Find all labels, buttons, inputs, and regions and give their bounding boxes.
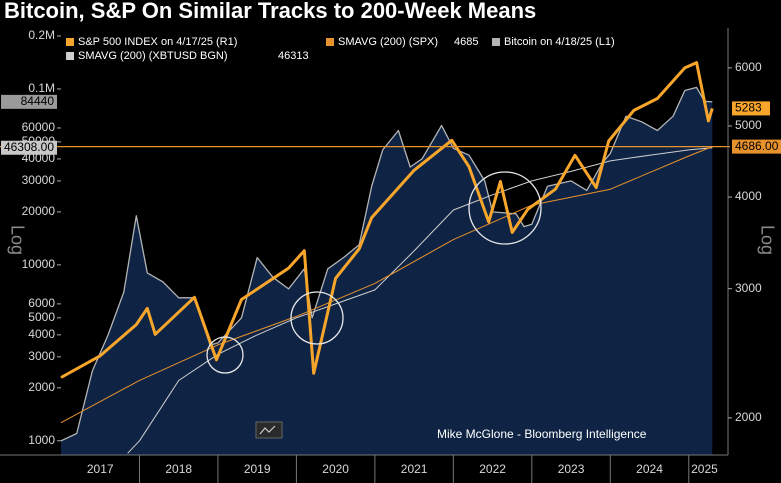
plot-area [60, 28, 728, 456]
y-tick-label: 10000 [22, 257, 56, 271]
highlight-circle [468, 171, 542, 245]
y-tick-label: 30000 [22, 173, 56, 187]
y2-tick-label: 3000 [735, 281, 762, 295]
x-tick-label: 2024 [636, 462, 663, 476]
value-label: 46308.00 [4, 140, 54, 154]
y-tick-label: 60000 [22, 120, 56, 134]
value-label: 84440 [21, 94, 55, 108]
y-tick-label: 1000 [28, 433, 55, 447]
bitcoin-area [61, 87, 713, 456]
value-label: 5283 [735, 101, 762, 115]
x-tick-label: 2021 [401, 462, 428, 476]
highlight-circle [206, 336, 244, 374]
y-tick-label: 0.2M [28, 28, 55, 42]
legend-swatch [66, 52, 74, 60]
value-label-box [732, 139, 781, 154]
legend-label: S&P 500 INDEX on 4/17/25 (R1) [78, 36, 237, 48]
highlight-circle [290, 291, 344, 345]
y2-tick-label: 5000 [735, 118, 762, 132]
chart-title: Bitcoin, S&P On Similar Tracks to 200-We… [4, 0, 536, 23]
value-label-box [732, 101, 770, 116]
legend-swatch [66, 38, 74, 46]
y-tick-label: 2000 [28, 380, 55, 394]
legend-swatch [326, 38, 334, 46]
legend-value: 4685 [454, 36, 478, 48]
x-tick-label: 2017 [87, 462, 114, 476]
y-tick-label: 5000 [28, 310, 55, 324]
x-tick-label: 2023 [558, 462, 585, 476]
legend-swatch [492, 38, 500, 46]
source: Mike McGlone - Bloomberg Intelligence [437, 427, 647, 441]
y2-tick-label: 6000 [735, 60, 762, 74]
legend-label: SMAVG (200) (XBTUSD BGN) [78, 50, 228, 62]
y2-tick-label: 4000 [735, 189, 762, 203]
y2-axis-label: Log [757, 225, 777, 255]
icon-glyph [259, 425, 276, 435]
x-tick-label: 2019 [244, 462, 271, 476]
x-tick-label: 2022 [479, 462, 506, 476]
legend-label: Bitcoin on 4/18/25 (L1) [504, 36, 615, 48]
x-tick-label: 2018 [165, 462, 192, 476]
chart-icon[interactable] [255, 421, 283, 439]
legend-value: 46313 [278, 50, 309, 62]
value-label-box [1, 140, 57, 155]
series-line [60, 146, 713, 424]
legend-label: SMAVG (200) (SPX) [338, 36, 438, 48]
icon-box[interactable] [255, 421, 283, 439]
series-line [60, 61, 714, 379]
y-tick-label: 4000 [28, 327, 55, 341]
value-label-box [1, 94, 57, 109]
y-tick-label: 20000 [22, 204, 56, 218]
x-tick-label: 2020 [322, 462, 349, 476]
x-tick-label: 2025 [691, 462, 718, 476]
series-line [60, 86, 713, 442]
y-tick-label: 0.1M [28, 81, 55, 95]
y-tick-label: 6000 [28, 296, 55, 310]
y-tick-label: 3000 [28, 349, 55, 363]
value-label: 4686.00 [735, 139, 779, 153]
y-axis-label: Log [7, 225, 27, 255]
series-line [127, 147, 713, 454]
y2-tick-label: 2000 [735, 410, 762, 424]
